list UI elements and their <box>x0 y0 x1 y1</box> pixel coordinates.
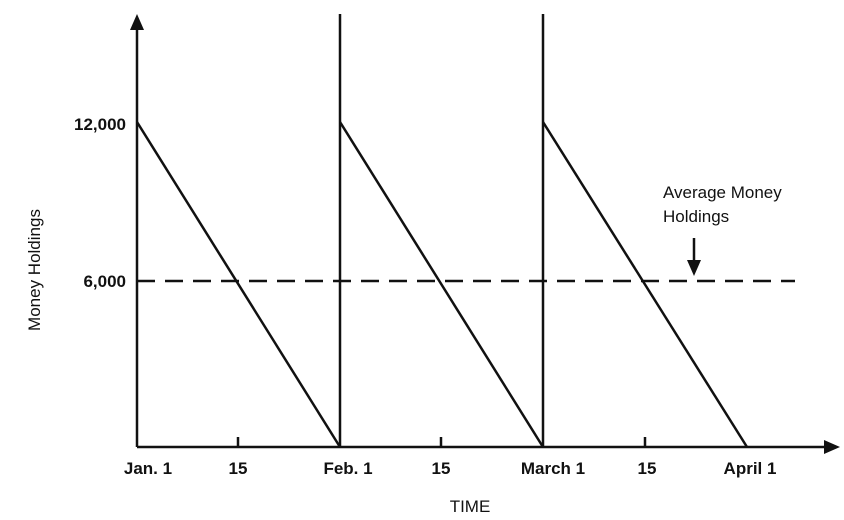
x-tick-label-march-1: March 1 <box>521 459 585 478</box>
x-tick-label-feb-15: 15 <box>432 459 451 478</box>
series-segment-3 <box>541 121 749 448</box>
money-holdings-series <box>135 121 749 448</box>
annotation-line-1: Average Money <box>663 183 782 202</box>
x-tick-label-jan-15: 15 <box>229 459 248 478</box>
series-segment-2 <box>338 121 545 448</box>
x-tick-label-jan-1: Jan. 1 <box>124 459 172 478</box>
x-axis-title: TIME <box>450 497 491 516</box>
y-tick-label-12000: 12,000 <box>74 115 126 134</box>
series-segment-1 <box>135 121 342 448</box>
x-axis-arrowhead <box>824 440 840 454</box>
y-tick-label-6000: 6,000 <box>83 272 126 291</box>
x-tick-label-feb-1: Feb. 1 <box>323 459 372 478</box>
x-tick-label-april-1: April 1 <box>724 459 777 478</box>
annotation-line-2: Holdings <box>663 207 729 226</box>
y-axis-title: Money Holdings <box>25 209 44 331</box>
y-axis-arrowhead <box>130 14 144 30</box>
annotation-arrowhead <box>687 260 701 276</box>
x-tick-label-mar-15: 15 <box>638 459 657 478</box>
